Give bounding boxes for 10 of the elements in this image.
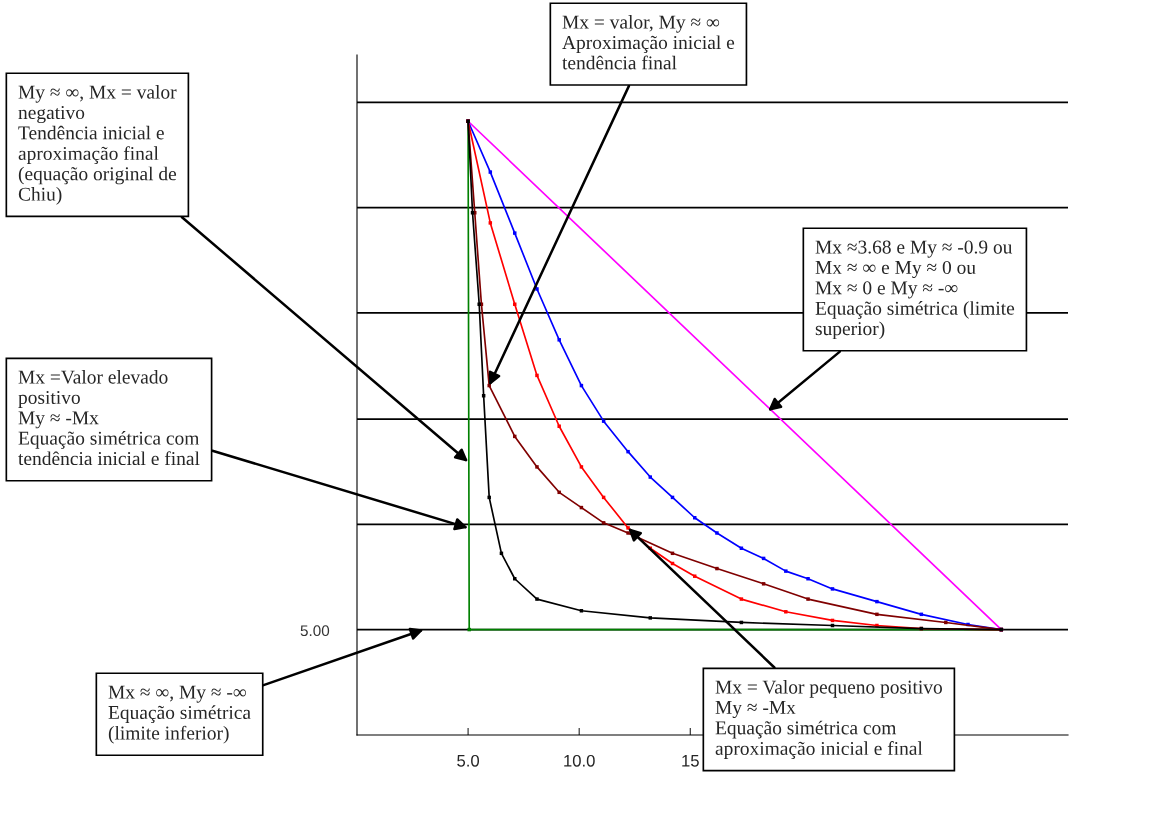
annotation: Mx = valor, My ≈ ∞ Aproximação inicial e tendência final [562, 15, 735, 70]
annotation: Mx ≈ ∞, My ≈ -∞ Equação simétrica (limite inferior) [108, 685, 251, 744]
annotation: Mx = Valor pequeno positivo My ≈ -Mx Equação simétrica com aproximação inicial e final [715, 680, 942, 759]
annotation: Mx =Valor elevado positivo My ≈ -Mx Equação simétrica com tendência inicial e final [18, 370, 200, 466]
x-tick-label: 5.0 [457, 754, 480, 767]
x-tick-label: 15 [682, 755, 699, 767]
annotation: Mx ≈3.68 e My ≈ -0.9 ou Mx ≈ ∞ e My ≈ 0 ou Mx ≈ 0 e My ≈ -∞ Equação simétrica (limite superior) [815, 240, 1015, 340]
annotation: My ≈ ∞, Mx = valor negativo Tendência inicial e aproximação final (equação original de Chiu) [18, 85, 177, 205]
x-tick-label: 10.0 [564, 754, 595, 767]
text: 5.00 [300, 625, 330, 637]
